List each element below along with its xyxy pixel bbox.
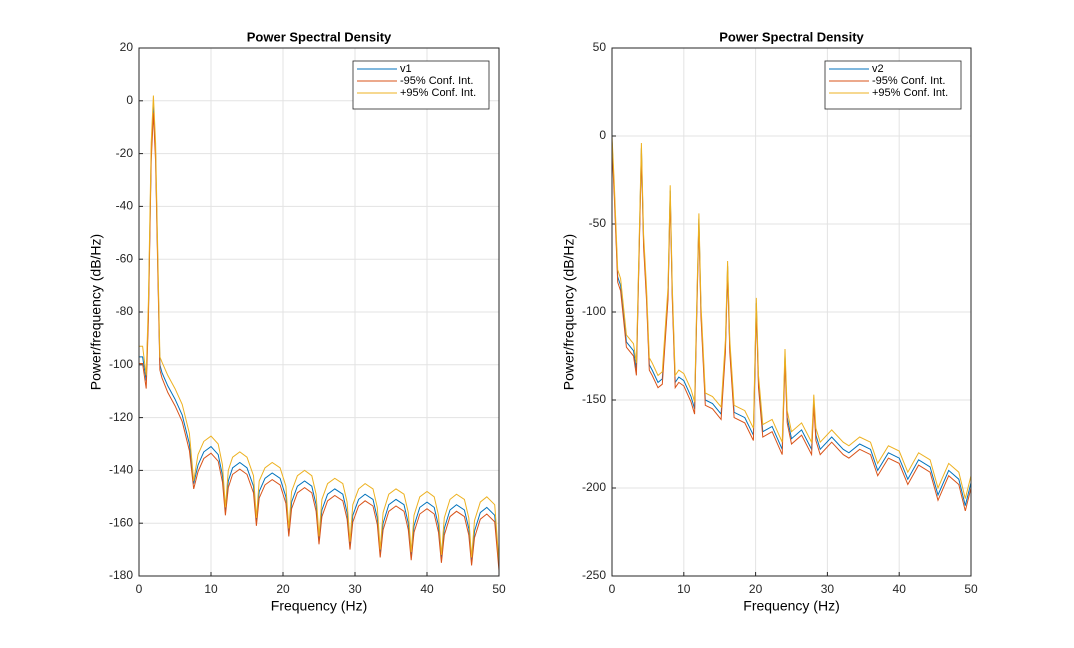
chart-title: Power Spectral Density <box>247 29 392 44</box>
legend-label: +95% Conf. Int. <box>872 87 948 99</box>
x-tick-label: 30 <box>348 582 362 596</box>
y-tick-label: -140 <box>109 463 133 477</box>
y-tick-label: -50 <box>589 216 607 230</box>
axes-box <box>138 47 500 577</box>
y-tick-label: 0 <box>599 128 606 142</box>
x-tick-label: 20 <box>276 582 290 596</box>
y-tick-label: -100 <box>582 304 606 318</box>
legend-box <box>352 60 490 110</box>
y-tick-label: -80 <box>116 304 134 318</box>
y-tick-label: -200 <box>582 480 606 494</box>
x-tick-label: 10 <box>204 582 218 596</box>
series-line <box>611 135 972 499</box>
x-axis-label: Frequency (Hz) <box>271 598 367 614</box>
x-tick-label: 30 <box>821 582 835 596</box>
legend-label: v1 <box>400 63 412 75</box>
legend-label: -95% Conf. Int. <box>400 75 473 87</box>
legend-label: +95% Conf. Int. <box>400 87 476 99</box>
y-tick-label: -180 <box>109 568 133 582</box>
series-line <box>139 112 500 571</box>
y-axis-label: Power/frequency (dB/Hz) <box>561 234 577 390</box>
series-line <box>139 95 500 563</box>
y-tick-label: 20 <box>120 40 134 54</box>
y-tick-label: 0 <box>126 93 133 107</box>
x-tick-label: 10 <box>677 582 691 596</box>
y-tick-label: -100 <box>109 357 133 371</box>
x-tick-label: 40 <box>893 582 907 596</box>
y-tick-label: -160 <box>109 515 133 529</box>
chart-title: Power Spectral Density <box>719 29 864 44</box>
y-tick-label: -150 <box>582 392 606 406</box>
y-tick-label: -60 <box>116 251 134 265</box>
axes-box <box>611 47 972 577</box>
y-tick-label: -40 <box>116 199 134 213</box>
x-tick-label: 0 <box>136 582 143 596</box>
x-tick-label: 50 <box>964 582 978 596</box>
y-tick-label: -120 <box>109 410 133 424</box>
x-tick-label: 20 <box>749 582 763 596</box>
series-line <box>139 106 500 566</box>
y-tick-label: -250 <box>582 568 606 582</box>
x-tick-label: 0 <box>609 582 616 596</box>
x-tick-label: 50 <box>492 582 506 596</box>
x-axis-label: Frequency (Hz) <box>743 598 839 614</box>
legend-label: v2 <box>872 63 884 75</box>
y-axis-label: Power/frequency (dB/Hz) <box>88 234 104 390</box>
legend-label: -95% Conf. Int. <box>872 75 945 87</box>
y-tick-label: -20 <box>116 146 134 160</box>
x-tick-label: 40 <box>420 582 434 596</box>
y-tick-label: 50 <box>593 40 607 54</box>
